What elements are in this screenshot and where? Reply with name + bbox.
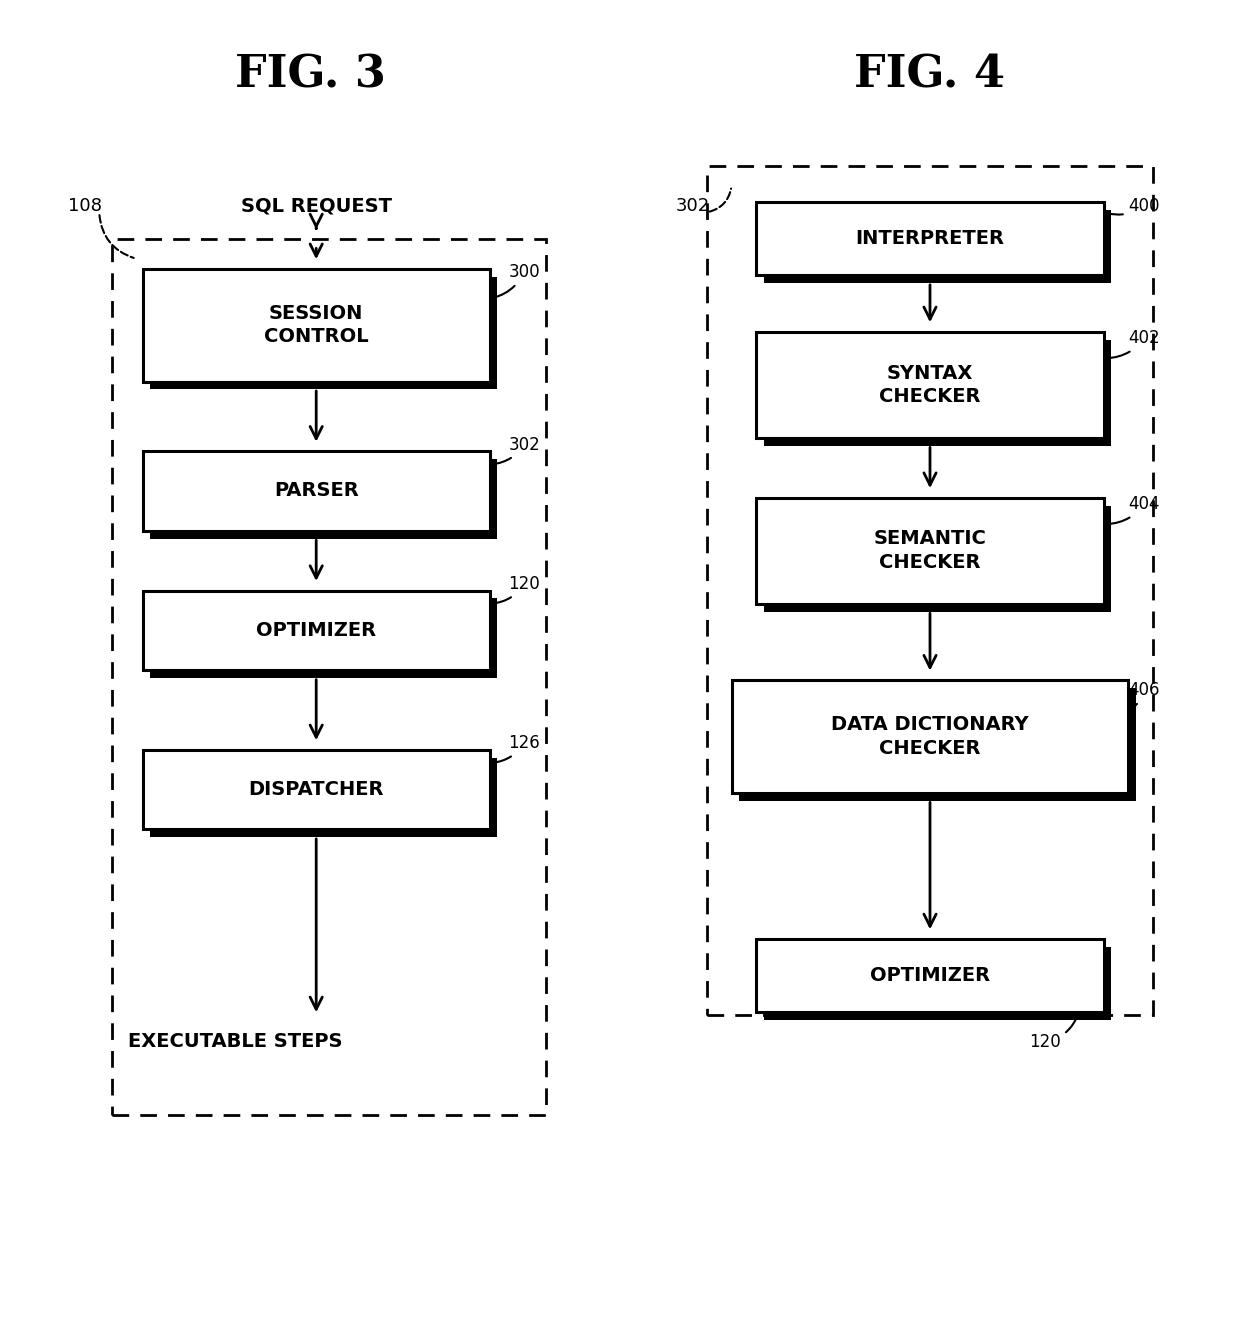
Bar bbox=[150, 276, 497, 390]
Bar bbox=[150, 459, 497, 539]
Bar bbox=[764, 506, 1111, 612]
Text: 302: 302 bbox=[676, 196, 711, 215]
Text: 120: 120 bbox=[1029, 1014, 1078, 1051]
Bar bbox=[764, 210, 1111, 283]
Text: 406: 406 bbox=[1128, 681, 1159, 709]
Bar bbox=[143, 750, 490, 829]
Text: PARSER: PARSER bbox=[274, 482, 358, 500]
Text: 126: 126 bbox=[492, 734, 541, 763]
Text: SESSION
CONTROL: SESSION CONTROL bbox=[264, 304, 368, 346]
Text: 402: 402 bbox=[1106, 329, 1161, 358]
Bar bbox=[764, 947, 1111, 1019]
Bar bbox=[143, 451, 490, 531]
Bar bbox=[112, 239, 546, 1115]
Text: FIG. 4: FIG. 4 bbox=[854, 53, 1006, 96]
Text: EXECUTABLE STEPS: EXECUTABLE STEPS bbox=[129, 1032, 342, 1051]
Text: SEMANTIC
CHECKER: SEMANTIC CHECKER bbox=[873, 529, 987, 572]
Text: 400: 400 bbox=[1106, 196, 1159, 215]
Text: INTERPRETER: INTERPRETER bbox=[856, 230, 1004, 248]
Bar bbox=[143, 591, 490, 670]
Bar bbox=[764, 340, 1111, 446]
Bar bbox=[150, 758, 497, 837]
Text: OPTIMIZER: OPTIMIZER bbox=[257, 621, 376, 640]
Bar bbox=[756, 940, 1104, 1011]
Bar bbox=[739, 687, 1136, 800]
Bar bbox=[756, 332, 1104, 438]
Bar bbox=[756, 202, 1104, 276]
Text: FIG. 3: FIG. 3 bbox=[234, 53, 386, 96]
Text: SQL REQUEST: SQL REQUEST bbox=[241, 196, 392, 215]
Text: 404: 404 bbox=[1106, 495, 1159, 524]
Text: 108: 108 bbox=[68, 196, 102, 215]
Text: DISPATCHER: DISPATCHER bbox=[248, 780, 384, 799]
Text: 302: 302 bbox=[492, 435, 541, 464]
Bar bbox=[732, 679, 1128, 792]
Bar bbox=[143, 268, 490, 382]
Bar bbox=[707, 166, 1153, 1015]
Text: 300: 300 bbox=[492, 263, 541, 299]
Text: OPTIMIZER: OPTIMIZER bbox=[870, 966, 990, 985]
Text: SYNTAX
CHECKER: SYNTAX CHECKER bbox=[879, 364, 981, 406]
Text: 120: 120 bbox=[492, 575, 541, 604]
Bar bbox=[756, 498, 1104, 604]
Text: DATA DICTIONARY
CHECKER: DATA DICTIONARY CHECKER bbox=[831, 715, 1029, 758]
Bar bbox=[150, 598, 497, 678]
